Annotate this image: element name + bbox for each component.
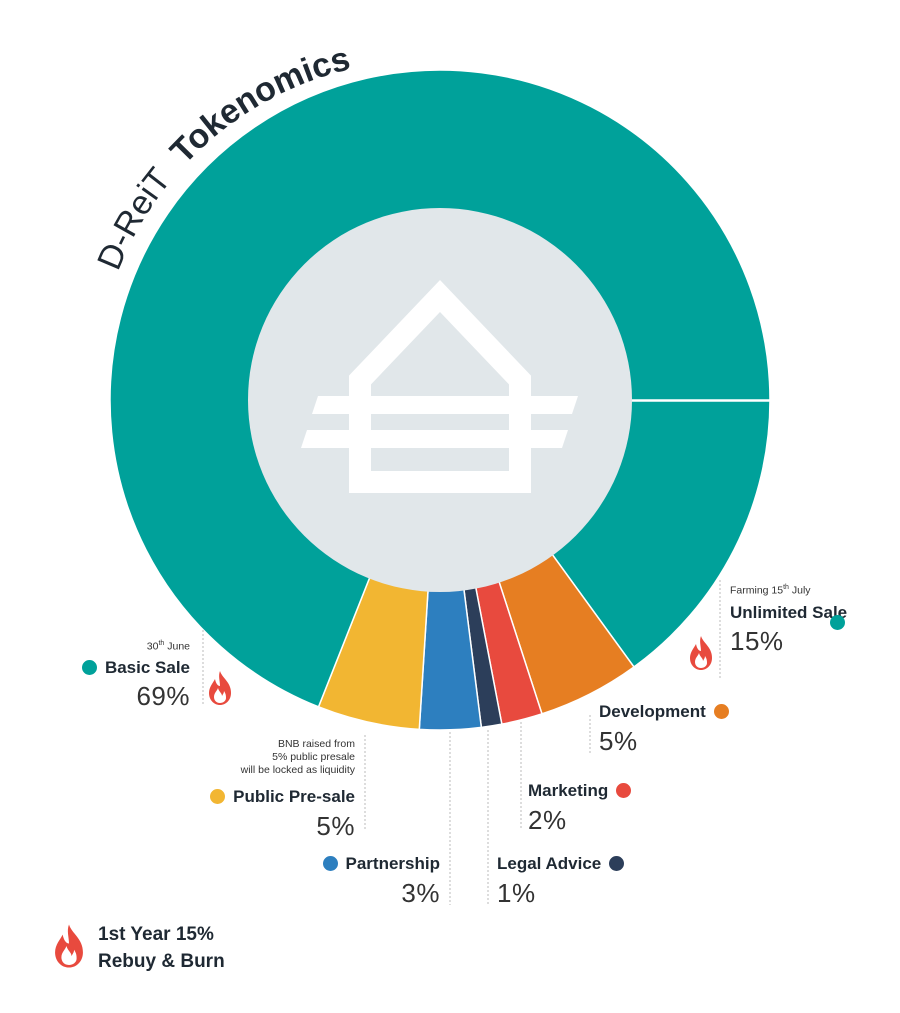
unlimited-sale-note: Farming 15th July xyxy=(730,584,811,597)
leader-lines xyxy=(202,580,721,905)
basic-sale-dot xyxy=(81,659,97,675)
flame-icon xyxy=(55,924,83,968)
basic-sale-name: Basic Sale xyxy=(104,657,190,677)
label-public-presale: BNB raised from 5% public presale will b… xyxy=(210,738,355,840)
marketing-name: Marketing xyxy=(528,781,609,800)
development-percent: 5% xyxy=(599,725,638,756)
development-dot xyxy=(713,704,729,719)
public-presale-percent: 5% xyxy=(316,811,355,842)
label-development: Development 5% xyxy=(599,703,729,755)
label-marketing: Marketing 2% xyxy=(528,781,632,835)
unlimited-sale-percent: 15% xyxy=(730,625,784,656)
public-presale-dot xyxy=(210,789,226,805)
donut-slices xyxy=(109,69,771,731)
public-presale-note-2: 5% public presale xyxy=(272,751,355,764)
marketing-dot xyxy=(616,783,632,798)
footer-line-1: 1st Year 15% xyxy=(98,924,214,945)
label-partnership: Partnership 3% xyxy=(322,854,440,908)
label-unlimited-sale: Farming 15th July Unlimited Sale 15% xyxy=(730,584,860,655)
unlimited-sale-name: Unlimited Sale xyxy=(730,602,848,622)
label-basic-sale: 30th June Basic Sale 69% xyxy=(81,640,190,712)
public-presale-note-3: will be locked as liquidity xyxy=(240,764,355,777)
flame-icon xyxy=(690,636,712,670)
logo-bars-icon xyxy=(301,396,578,448)
unlimited-sale-dot xyxy=(830,614,845,630)
label-legal-advice: Legal Advice 1% xyxy=(497,854,625,908)
public-presale-name: Public Pre-sale xyxy=(233,787,355,807)
legal-advice-percent: 1% xyxy=(497,877,536,908)
development-name: Development xyxy=(599,702,706,721)
legal-advice-dot xyxy=(609,856,625,871)
footer-line-2: Rebuy & Burn xyxy=(98,950,225,972)
basic-sale-percent: 69% xyxy=(136,681,190,712)
flame-icon xyxy=(209,671,231,705)
public-presale-note-1: BNB raised from xyxy=(277,738,355,750)
partnership-dot xyxy=(322,856,338,871)
footer-note: 1st Year 15% Rebuy & Burn xyxy=(98,922,225,975)
basic-sale-note: 30th June xyxy=(146,640,190,653)
legal-advice-name: Legal Advice xyxy=(497,854,602,873)
partnership-name: Partnership xyxy=(345,854,440,873)
partnership-percent: 3% xyxy=(401,877,440,908)
marketing-percent: 2% xyxy=(528,804,567,835)
